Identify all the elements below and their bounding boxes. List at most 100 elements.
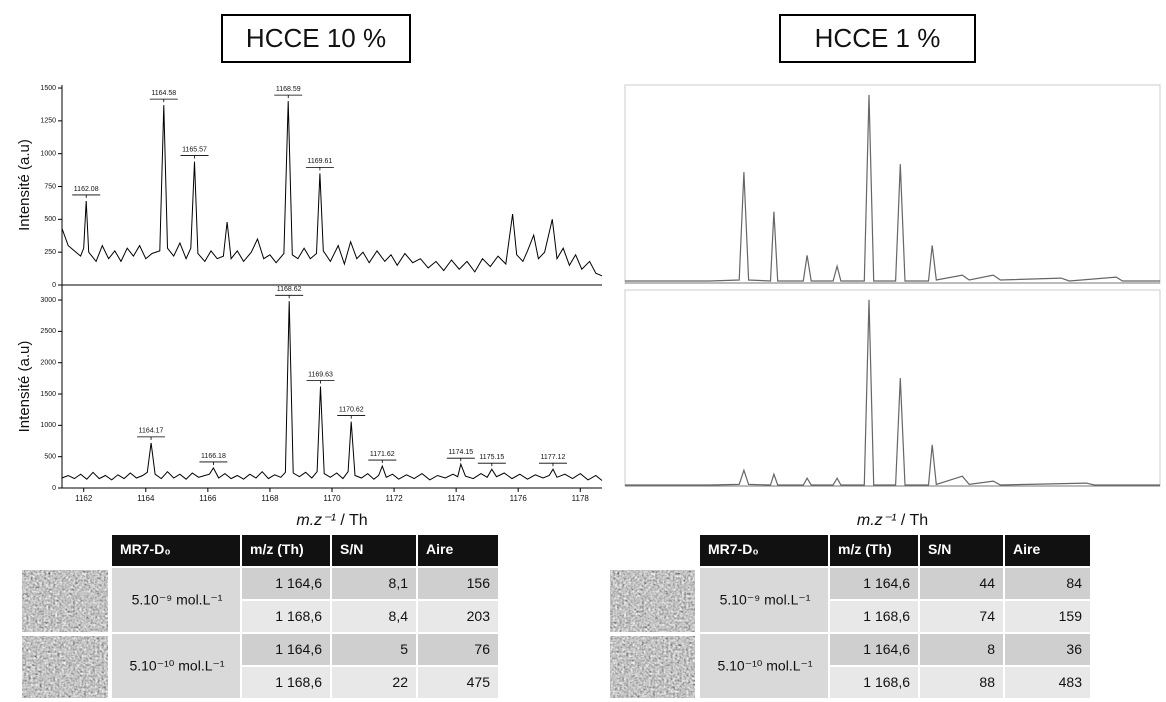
- panel-title: HCCE 1 %: [815, 23, 941, 53]
- cell-text: 483: [1059, 674, 1083, 690]
- y-tick-label: 500: [44, 216, 56, 223]
- cell-text: 1 164,6: [275, 641, 322, 657]
- header-text: m/z (Th): [838, 541, 892, 557]
- y-tick-label: 1250: [40, 118, 56, 125]
- y-tick-label: 250: [44, 249, 56, 256]
- y-tick-label: 0: [52, 485, 56, 492]
- peak-label: 1166.18: [201, 453, 226, 460]
- header-cell: [242, 535, 330, 566]
- table-cell: [242, 667, 330, 698]
- x-tick-label: 1172: [385, 494, 403, 503]
- peak-label: 1174.15: [448, 449, 473, 456]
- cell-text: 1 164,6: [275, 575, 322, 591]
- header-cell: [112, 535, 240, 566]
- table-cell: [418, 601, 498, 632]
- table-cell: [332, 634, 416, 665]
- table-cell: [1005, 568, 1090, 599]
- y-axis-label: Intensité (a.u): [16, 139, 33, 231]
- x-label-italic: m.z⁻¹: [296, 512, 336, 529]
- table-cell: [418, 667, 498, 698]
- cell-text: 76: [474, 641, 490, 657]
- header-text: S/N: [340, 541, 363, 557]
- peak-label: 1168.62: [277, 286, 302, 293]
- table-cell: [418, 634, 498, 665]
- cell-text: 8,1: [389, 575, 409, 591]
- header-cell: [700, 535, 828, 566]
- y-tick-label: 750: [44, 183, 56, 190]
- x-tick-label: 1162: [75, 494, 93, 503]
- peak-label: 1169.63: [308, 371, 333, 378]
- header-cell: [920, 535, 1003, 566]
- table-cell: [920, 667, 1003, 698]
- title-box: [779, 14, 976, 63]
- y-tick-label: 3000: [40, 297, 56, 304]
- cell-text: 84: [1066, 575, 1082, 591]
- x-tick-label: 1178: [572, 494, 590, 503]
- cell-text: 203: [467, 608, 491, 624]
- cell-text: 159: [1059, 608, 1083, 624]
- cell-text: 1 168,6: [275, 674, 322, 690]
- spectrum-line: [625, 299, 1160, 486]
- x-tick-label: 1170: [323, 494, 341, 503]
- cell-text: 88: [979, 674, 995, 690]
- spectrum-line: [61, 301, 603, 481]
- peak-label: 1171.62: [370, 451, 395, 458]
- thumbnail: [22, 636, 108, 698]
- y-tick-label: 2500: [40, 328, 56, 335]
- plot-frame: [624, 289, 1161, 487]
- thumbnail: [610, 636, 695, 698]
- panel-title: HCCE 10 %: [246, 23, 386, 53]
- peak-label: 1164.17: [139, 428, 164, 435]
- cell-text: 1 168,6: [863, 674, 910, 690]
- header-text: Aire: [1013, 541, 1040, 557]
- plot-frame: [624, 84, 1161, 284]
- header-cell: [332, 535, 416, 566]
- header-text: MR7-D₀: [120, 541, 171, 557]
- y-tick-label: 1000: [40, 151, 56, 158]
- peak-label: 1177.12: [541, 454, 566, 461]
- spectrum-line: [625, 94, 1160, 282]
- x-axis-label: m.z⁻¹ / Th: [296, 512, 367, 529]
- y-tick-label: 0: [52, 282, 56, 289]
- concentration-text: 5.10⁻⁹ mol.L⁻¹: [132, 592, 223, 608]
- cell-text: 8,4: [389, 608, 409, 624]
- table-cell: [830, 601, 918, 632]
- x-tick-label: 1164: [137, 494, 155, 503]
- concentration-cell: [700, 634, 828, 698]
- concentration-cell: [700, 568, 828, 632]
- thumbnail: [610, 570, 695, 632]
- concentration-text: 5.10⁻¹⁰ mol.L⁻¹: [129, 658, 224, 674]
- header-text: Aire: [426, 541, 453, 557]
- table-cell: [332, 568, 416, 599]
- peak-label: 1164.58: [151, 90, 176, 97]
- table-cell: [1005, 634, 1090, 665]
- y-axis-label: Intensité (a.u): [16, 341, 33, 433]
- x-tick-label: 1166: [199, 494, 217, 503]
- y-tick-label: 1500: [40, 391, 56, 398]
- table-cell: [830, 667, 918, 698]
- y-tick-label: 1000: [40, 422, 56, 429]
- x-tick-label: 1174: [448, 494, 466, 503]
- table-cell: [242, 601, 330, 632]
- x-label-unit: / Th: [896, 512, 928, 529]
- x-tick-label: 1168: [261, 494, 279, 503]
- table-cell: [830, 634, 918, 665]
- header-text: m/z (Th): [250, 541, 304, 557]
- cell-text: 475: [467, 674, 491, 690]
- x-label-unit: / Th: [336, 512, 368, 529]
- cell-text: 44: [979, 575, 995, 591]
- cell-text: 156: [467, 575, 491, 591]
- x-axis-label: m.z⁻¹ / Th: [857, 512, 928, 529]
- header-cell: [418, 535, 498, 566]
- cell-text: 36: [1066, 641, 1082, 657]
- title-box: [221, 14, 411, 63]
- table-cell: [418, 568, 498, 599]
- table-cell: [830, 568, 918, 599]
- header-text: S/N: [928, 541, 951, 557]
- table-cell: [920, 601, 1003, 632]
- peak-label: 1168.59: [276, 86, 301, 93]
- cell-text: 1 164,6: [863, 575, 910, 591]
- header-cell: [830, 535, 918, 566]
- table-cell: [332, 601, 416, 632]
